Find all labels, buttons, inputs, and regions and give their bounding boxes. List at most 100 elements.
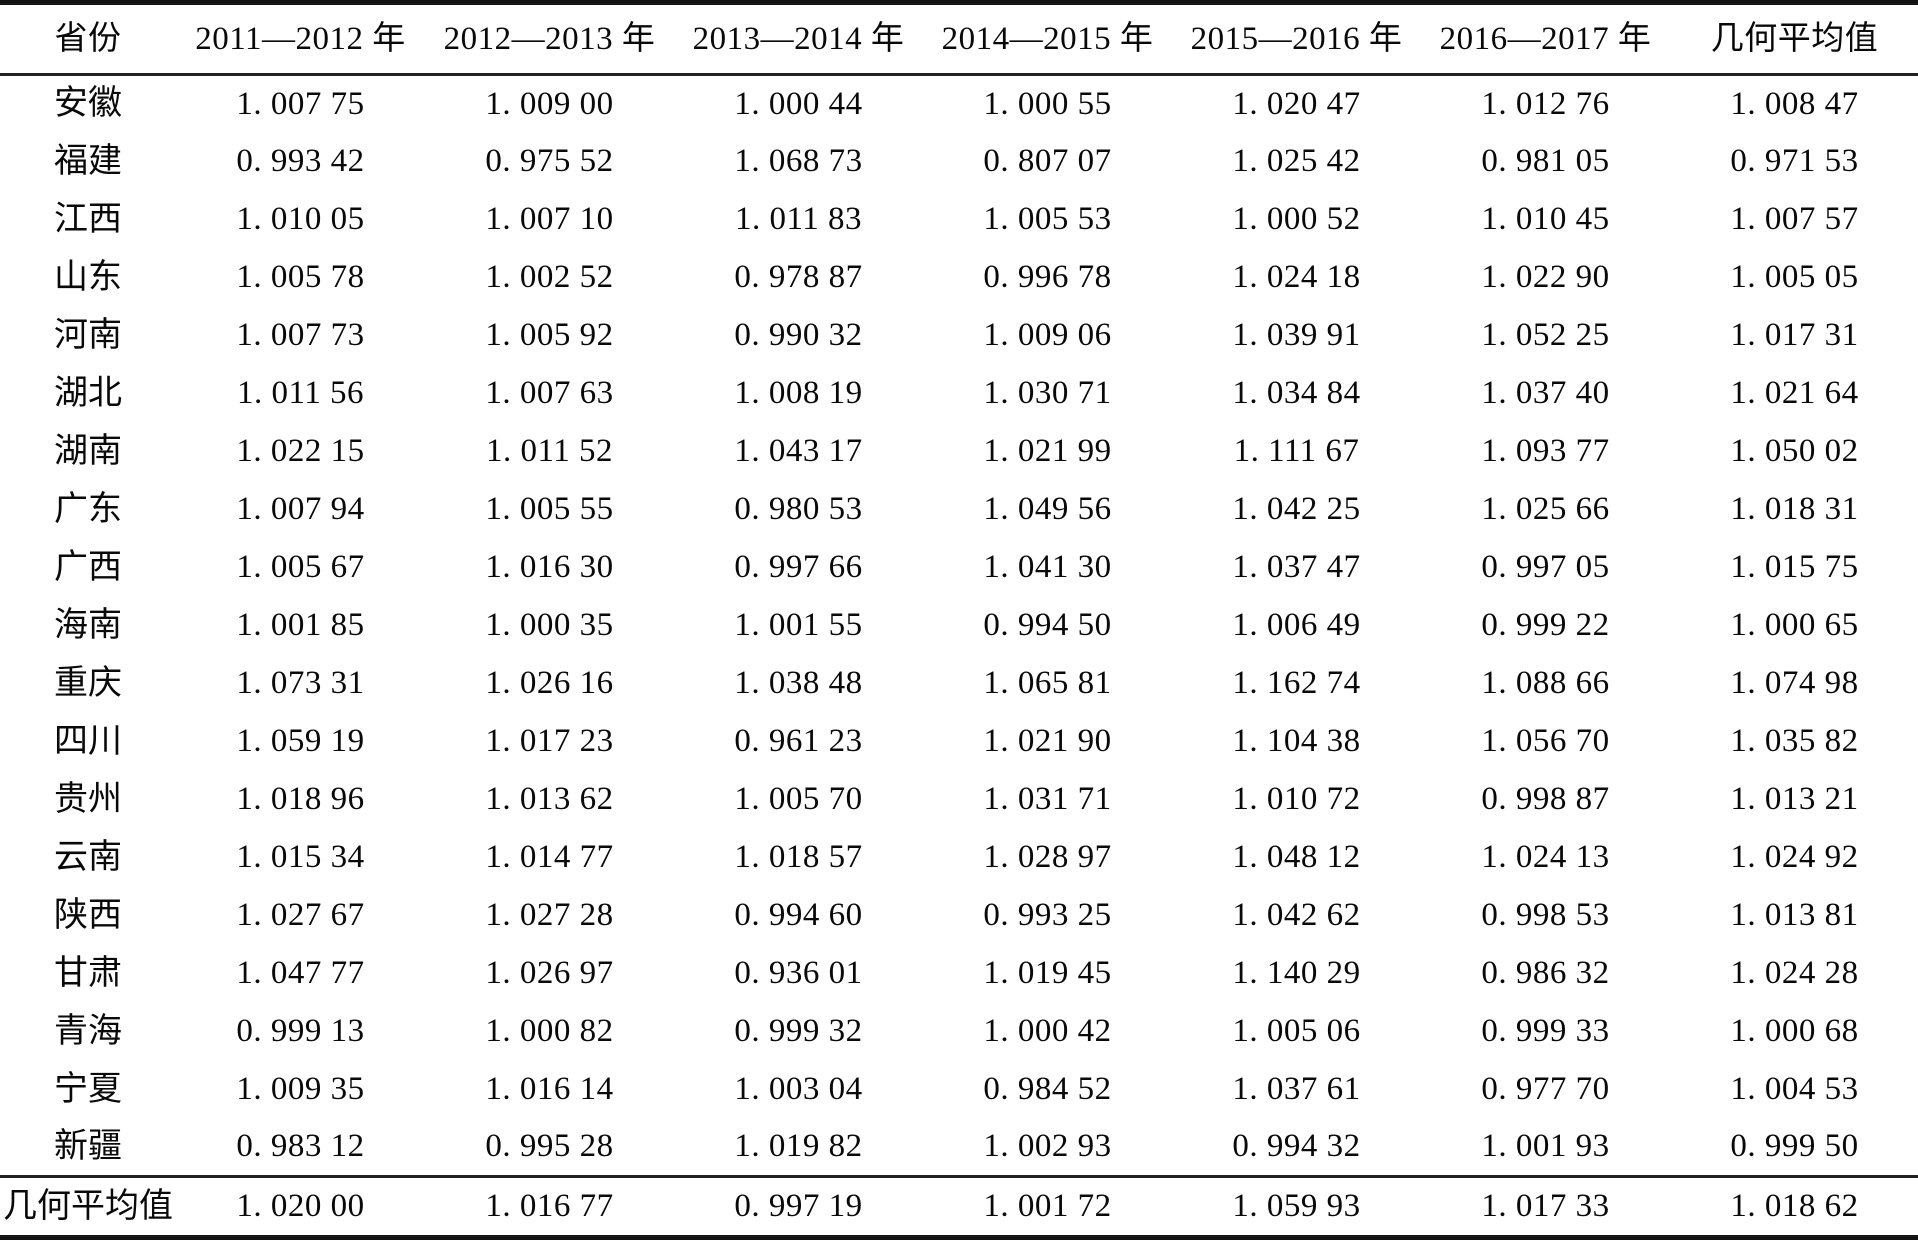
province-cell: 安徽 — [54, 85, 122, 123]
value-cell: 1. 007 94 — [236, 491, 365, 527]
value-cell: 0. 961 23 — [734, 723, 863, 759]
column-header: 几何平均值 — [1710, 20, 1879, 57]
footer-label-cell: 几何平均值 — [3, 1187, 173, 1225]
value-cell: 1. 024 28 — [1730, 955, 1859, 991]
value-cell: 1. 027 28 — [485, 897, 614, 933]
value-cell: 1. 009 06 — [983, 317, 1112, 353]
value-cell: 1. 007 73 — [236, 317, 365, 353]
province-cell: 江西 — [54, 200, 122, 238]
value-cell: 1. 030 71 — [983, 375, 1112, 411]
value-cell: 0. 971 53 — [1730, 143, 1859, 179]
value-cell: 1. 104 38 — [1232, 723, 1361, 759]
value-cell: 1. 011 52 — [485, 433, 614, 469]
value-cell: 1. 068 73 — [734, 143, 863, 179]
value-cell: 0. 994 50 — [983, 607, 1112, 643]
value-cell: 0. 994 32 — [1232, 1128, 1361, 1165]
value-cell: 1. 162 74 — [1232, 665, 1361, 701]
value-cell: 0. 984 52 — [983, 1071, 1112, 1107]
column-header: 2015—2016 年 — [1190, 20, 1403, 57]
table-foot: 几何平均值 1. 020 00 1. 016 77 0. 997 19 1. 001 7… — [0, 1176, 1918, 1238]
value-cell: 1. 021 90 — [983, 723, 1112, 759]
value-cell: 1. 031 71 — [983, 781, 1112, 817]
value-cell: 1. 013 81 — [1730, 897, 1859, 933]
value-cell: 1. 052 25 — [1481, 317, 1610, 353]
value-cell: 1. 010 05 — [236, 201, 365, 237]
province-cell: 甘肃 — [54, 954, 122, 992]
table-row: 贵州 1. 018 96 1. 013 62 1. 005 70 1. 031 71 1.… — [0, 771, 1918, 829]
column-header-province: 省份 — [54, 20, 122, 57]
value-cell: 1. 093 77 — [1481, 433, 1610, 469]
column-header: 2012—2013 年 — [443, 20, 656, 57]
value-cell: 1. 013 21 — [1730, 781, 1859, 817]
province-cell: 山东 — [54, 258, 122, 296]
value-cell: 1. 005 53 — [983, 201, 1112, 237]
value-cell: 1. 005 67 — [236, 549, 365, 585]
footer-value-cell: 1. 001 72 — [983, 1188, 1112, 1224]
value-cell: 1. 005 55 — [485, 491, 614, 527]
value-cell: 1. 006 49 — [1232, 607, 1361, 643]
table-row: 云南 1. 015 34 1. 014 77 1. 018 57 1. 028 97 1.… — [0, 829, 1918, 887]
table-row: 福建 0. 993 42 0. 975 52 1. 068 73 0. 807 07 1.… — [0, 133, 1918, 191]
value-cell: 1. 037 61 — [1232, 1071, 1361, 1107]
province-cell: 广西 — [54, 548, 122, 586]
province-cell: 湖南 — [54, 432, 122, 470]
column-header: 2016—2017 年 — [1439, 20, 1652, 57]
table-row: 甘肃 1. 047 77 1. 026 97 0. 936 01 1. 019 45 1.… — [0, 945, 1918, 1003]
province-cell: 湖北 — [54, 374, 122, 412]
value-cell: 1. 043 17 — [734, 433, 863, 469]
value-cell: 0. 999 50 — [1730, 1128, 1859, 1165]
value-cell: 1. 047 77 — [236, 955, 365, 991]
table-row: 重庆 1. 073 31 1. 026 16 1. 038 48 1. 065 81 1.… — [0, 655, 1918, 713]
value-cell: 1. 007 63 — [485, 375, 614, 411]
value-cell: 1. 000 35 — [485, 607, 614, 643]
value-cell: 1. 034 84 — [1232, 375, 1361, 411]
value-cell: 1. 059 19 — [236, 723, 365, 759]
column-header: 2014—2015 年 — [941, 20, 1154, 57]
value-cell: 1. 018 96 — [236, 781, 365, 817]
value-cell: 0. 981 05 — [1481, 143, 1610, 179]
value-cell: 1. 001 55 — [734, 607, 863, 643]
value-cell: 1. 000 52 — [1232, 201, 1361, 237]
value-cell: 1. 050 02 — [1730, 433, 1859, 469]
value-cell: 1. 140 29 — [1232, 955, 1361, 991]
value-cell: 1. 000 68 — [1730, 1013, 1859, 1049]
value-cell: 1. 014 77 — [485, 839, 614, 875]
value-cell: 1. 007 75 — [236, 85, 365, 122]
value-cell: 1. 005 92 — [485, 317, 614, 353]
footer-value-cell: 1. 017 33 — [1481, 1188, 1610, 1224]
value-cell: 1. 009 00 — [485, 85, 614, 122]
value-cell: 0. 999 22 — [1481, 607, 1610, 643]
table-row: 山东 1. 005 78 1. 002 52 0. 978 87 0. 996 78 1.… — [0, 249, 1918, 307]
value-cell: 0. 999 32 — [734, 1013, 863, 1049]
value-cell: 1. 025 42 — [1232, 143, 1361, 179]
value-cell: 1. 000 65 — [1730, 607, 1859, 643]
column-header: 2011—2012 年 — [195, 20, 406, 57]
value-cell: 1. 049 56 — [983, 491, 1112, 527]
value-cell: 1. 002 93 — [983, 1128, 1112, 1165]
value-cell: 0. 993 42 — [236, 143, 365, 179]
value-cell: 0. 997 05 — [1481, 549, 1610, 585]
value-cell: 1. 008 47 — [1730, 85, 1859, 122]
value-cell: 1. 019 45 — [983, 955, 1112, 991]
value-cell: 1. 015 34 — [236, 839, 365, 875]
value-cell: 1. 111 67 — [1233, 433, 1360, 469]
value-cell: 1. 017 31 — [1730, 317, 1859, 353]
value-cell: 0. 977 70 — [1481, 1071, 1610, 1107]
value-cell: 1. 048 12 — [1232, 839, 1361, 875]
value-cell: 1. 010 72 — [1232, 781, 1361, 817]
value-cell: 1. 015 75 — [1730, 549, 1859, 585]
value-cell: 0. 997 66 — [734, 549, 863, 585]
value-cell: 0. 993 25 — [983, 897, 1112, 933]
value-cell: 1. 002 52 — [485, 259, 614, 295]
value-cell: 0. 980 53 — [734, 491, 863, 527]
value-cell: 0. 999 13 — [236, 1013, 365, 1049]
value-cell: 1. 026 97 — [485, 955, 614, 991]
table-row: 湖北 1. 011 56 1. 007 63 1. 008 19 1. 030 71 1.… — [0, 365, 1918, 423]
value-cell: 1. 021 99 — [983, 433, 1112, 469]
value-cell: 1. 000 42 — [983, 1013, 1112, 1049]
province-cell: 陕西 — [54, 896, 122, 934]
table-row: 青海 0. 999 13 1. 000 82 0. 999 32 1. 000 42 1.… — [0, 1003, 1918, 1061]
province-cell: 云南 — [54, 838, 122, 876]
province-cell: 广东 — [54, 490, 122, 528]
province-cell: 海南 — [54, 606, 122, 644]
